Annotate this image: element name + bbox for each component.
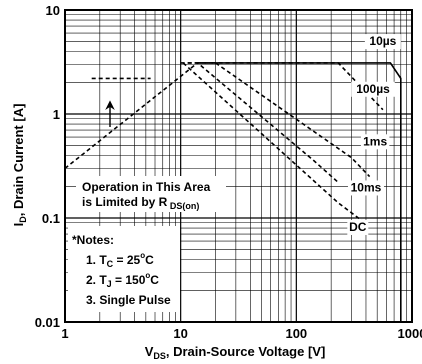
operation-area-note-line2: is Limited by R DS(on) — [82, 195, 199, 211]
plot-frame — [64, 9, 413, 323]
series-label-background — [347, 219, 369, 235]
note-single-pulse: 3. Single Pulse — [86, 293, 171, 307]
x-axis-title: VDS, Drain-Source Voltage [V] — [145, 344, 326, 361]
y-tick-label: 1 — [53, 107, 60, 122]
y-tick-label: 0.1 — [42, 211, 60, 226]
y-tick-label: 10 — [46, 3, 60, 18]
series-line-10-s — [197, 62, 402, 322]
series-line-1ms — [187, 62, 371, 178]
series-label-background — [364, 34, 401, 50]
y-tick-label: 0.01 — [35, 315, 60, 330]
x-tick-label: 10 — [173, 326, 187, 341]
y-axis-title: ID, Drain Current [A] — [11, 104, 28, 227]
series-label-background — [351, 81, 395, 97]
notes-block: *Notes: 1. TC = 25oC 2. TJ = 150oC 3. Si… — [72, 233, 171, 307]
operation-note-background — [76, 176, 226, 212]
operation-area-note-line1: Operation in This Area — [82, 180, 211, 194]
series-line-10ms — [180, 62, 339, 183]
notes-background — [68, 226, 180, 312]
x-tick-label: 1000 — [398, 326, 422, 341]
series-labels: 10µs 100µs 1ms 10ms DC — [347, 34, 401, 235]
series-label: DC — [349, 220, 367, 234]
series-label: 1ms — [363, 134, 387, 148]
series-line-dc — [182, 62, 366, 224]
series-label-background — [360, 134, 390, 150]
note-tj: 2. TJ = 150oC — [86, 271, 159, 289]
note-tc: 1. TC = 25oC — [86, 251, 154, 269]
series-label: 10µs — [369, 34, 396, 48]
series-line-rds-on-limit — [64, 62, 199, 170]
tick-labels: 1 10 100 1000 10 1 0.1 0.01 — [35, 3, 422, 341]
series-label: 100µs — [356, 82, 390, 96]
notes-title: *Notes: — [72, 233, 114, 247]
grid — [65, 10, 412, 322]
x-tick-label: 100 — [285, 326, 307, 341]
series-label-background — [347, 180, 384, 196]
x-tick-label: 1 — [61, 326, 68, 341]
series-label: 10ms — [351, 180, 382, 194]
arrow-up-icon — [105, 100, 115, 127]
